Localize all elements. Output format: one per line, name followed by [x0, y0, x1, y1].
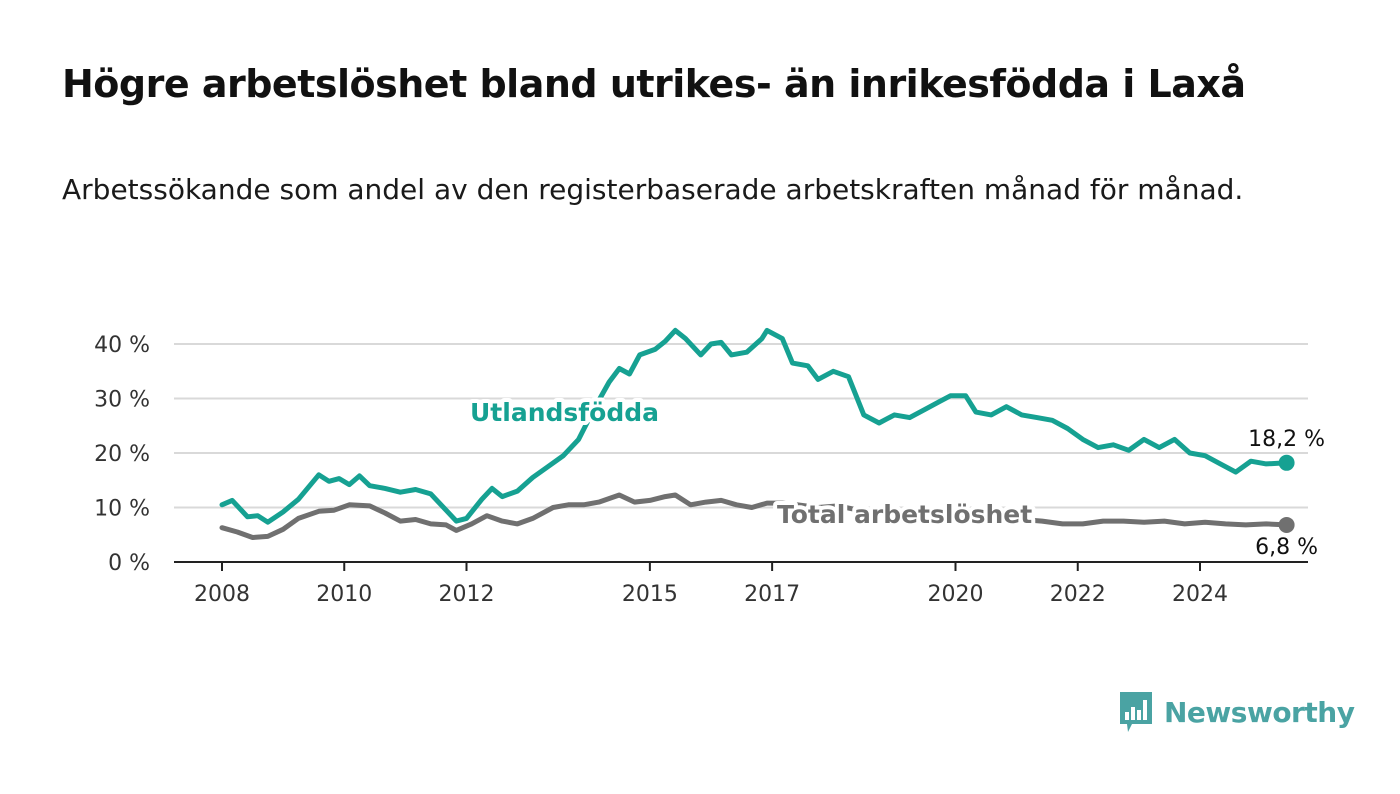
series-labels: 6,8 %18,2 %UtlandsföddaUtlandsföddaTotal…: [466, 394, 1325, 560]
series-name-label: Total arbetslöshet: [777, 500, 1032, 529]
y-axis-ticks: 0 % 10 % 20 % 30 % 40 %: [94, 333, 150, 576]
y-tick-label: 0 %: [108, 551, 150, 576]
series-lines: [219, 327, 1295, 540]
x-tick-label: 2024: [1172, 582, 1228, 607]
y-tick-label: 20 %: [94, 442, 150, 467]
chart-subtitle: Arbetssökande som andel av den registerb…: [62, 173, 1244, 206]
x-tick-label: 2008: [194, 582, 250, 607]
series-name-label: Utlandsfödda: [470, 398, 659, 427]
x-tick-label: 2010: [316, 582, 372, 607]
series-label-halo: Total arbetslöshet: [777, 500, 1032, 529]
end-point-marker: [1278, 454, 1295, 471]
series-label-halo: Utlandsfödda: [470, 398, 659, 427]
y-tick-label: 30 %: [94, 388, 150, 413]
bar-chart-speech-bubble-icon: [1120, 692, 1152, 732]
y-tick-label: 10 %: [94, 497, 150, 522]
x-axis-ticks: 2008 2010 2012 2015 2017 2020 2022 2024: [194, 562, 1228, 607]
end-value-label: 6,8 %: [1255, 535, 1318, 560]
brand-logo: Newsworthy: [1118, 688, 1355, 736]
brand-name: Newsworthy: [1164, 695, 1355, 729]
x-tick-label: 2015: [622, 582, 678, 607]
x-tick-label: 2022: [1050, 582, 1106, 607]
chart-title: Högre arbetslöshet bland utrikes- än inr…: [62, 62, 1246, 106]
series-line-total: [219, 492, 1290, 540]
x-tick-label: 2017: [744, 582, 800, 607]
x-tick-label: 2012: [439, 582, 495, 607]
end-value-label: 18,2 %: [1248, 427, 1325, 452]
end-point-marker: [1278, 516, 1295, 533]
y-tick-label: 40 %: [94, 333, 150, 358]
x-tick-label: 2020: [928, 582, 984, 607]
series-line-utlandsfodda: [219, 327, 1290, 525]
